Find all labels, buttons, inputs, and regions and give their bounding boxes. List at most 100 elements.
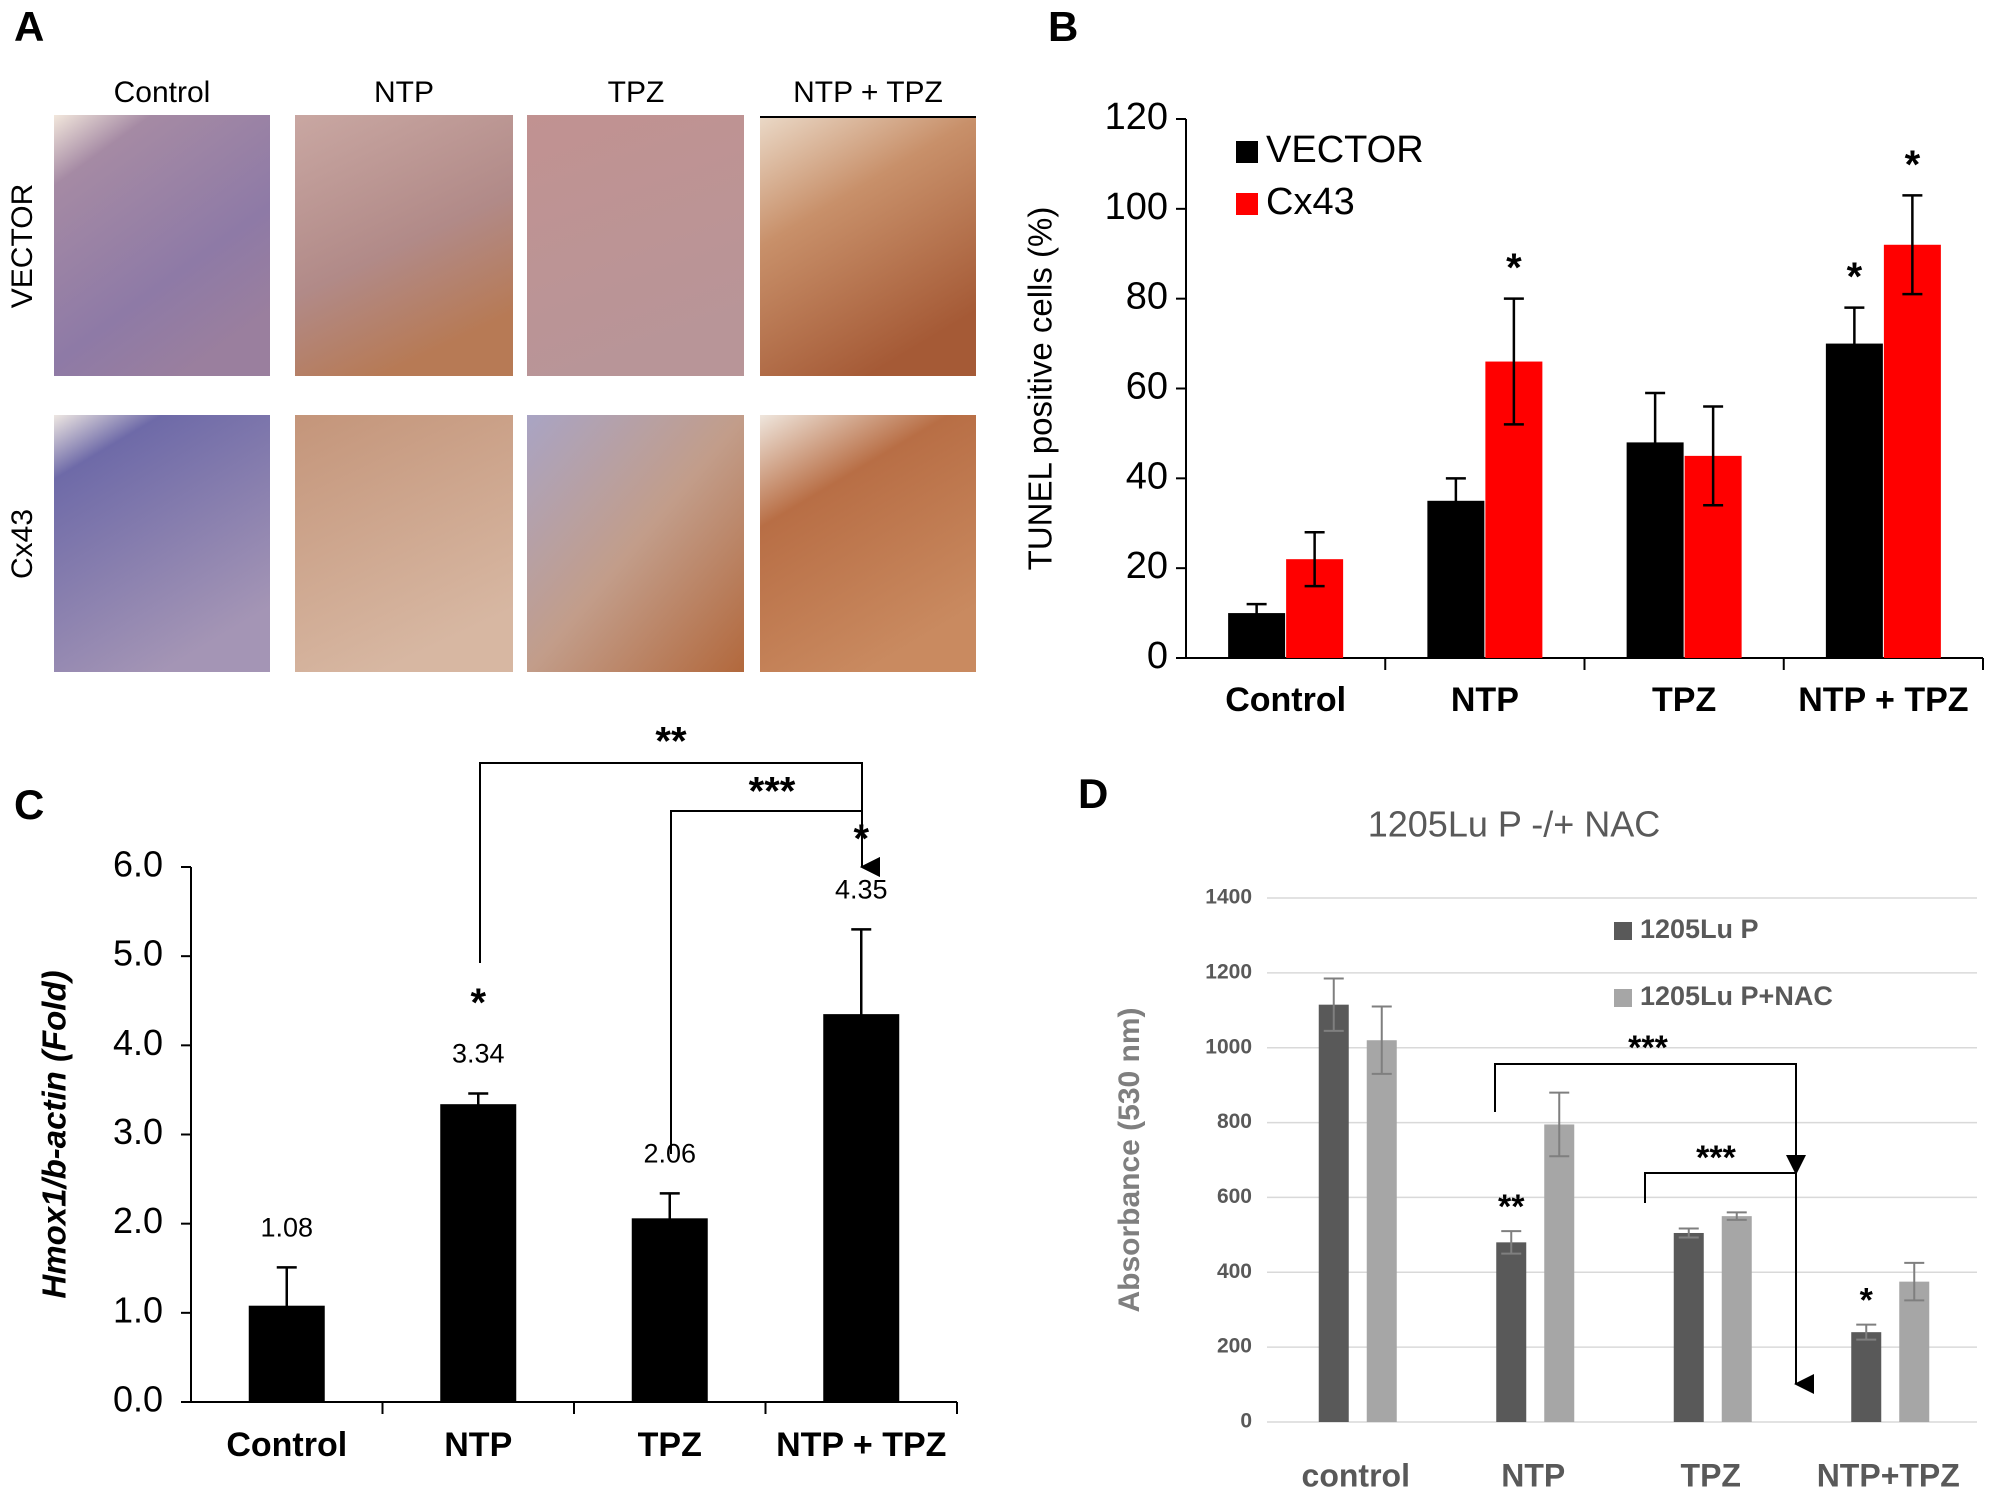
y-tick-label: 600 <box>1217 1185 1252 1208</box>
bar <box>1318 1004 1349 1422</box>
row-label: VECTOR <box>6 184 39 308</box>
row-label: Cx43 <box>6 509 39 579</box>
bracket-label: *** <box>749 770 796 814</box>
legend-swatch <box>1236 141 1258 163</box>
error-bar <box>851 928 872 1101</box>
histology-image <box>527 115 744 376</box>
chart-title: 1205Lu P -/+ NAC <box>1368 804 1661 845</box>
significance-marker: * <box>470 981 486 1025</box>
x-tick-label: TPZ <box>638 1426 702 1464</box>
y-tick-label: 0 <box>1240 1410 1252 1433</box>
x-tick-label: TPZ <box>1652 681 1716 719</box>
y-tick-label: 20 <box>1126 545 1168 587</box>
y-tick-label: 400 <box>1217 1260 1252 1283</box>
legend-label: VECTOR <box>1266 129 1424 171</box>
bracket <box>670 810 880 1154</box>
bar <box>440 1104 517 1402</box>
legend-swatch <box>1614 989 1632 1007</box>
error-bar <box>1501 1230 1522 1255</box>
error-bar <box>276 1266 297 1346</box>
column-header: NTP + TPZ <box>793 76 943 109</box>
column-header: TPZ <box>608 76 665 109</box>
significance-marker: * <box>1860 1282 1874 1320</box>
y-tick-label: 3.0 <box>113 1111 163 1152</box>
error-bar <box>1703 405 1724 507</box>
y-tick-label: 800 <box>1217 1110 1252 1133</box>
significance-marker: * <box>1905 143 1921 187</box>
x-tick-label: Control <box>1225 681 1346 719</box>
error-bar <box>1323 977 1344 1032</box>
y-axis-label: TUNEL positive cells (%) <box>1022 207 1059 571</box>
panel-a: A Control NTP TPZ NTP + TPZ VECTOR Cx43 <box>6 3 976 672</box>
legend-label: 1205Lu P+NAC <box>1640 981 1833 1011</box>
data-label: 4.35 <box>835 875 888 905</box>
y-tick-label: 1000 <box>1205 1035 1252 1058</box>
histology-image <box>527 415 744 672</box>
data-label: 1.08 <box>260 1212 313 1242</box>
y-tick-label: 80 <box>1126 276 1168 318</box>
error-bar <box>1246 602 1267 624</box>
bar <box>631 1218 708 1402</box>
error-bar <box>1902 194 1923 296</box>
significance-marker: ** <box>1498 1188 1525 1226</box>
error-bar <box>1503 297 1524 426</box>
y-axis-label: Absorbance (530 nm) <box>1113 1007 1146 1312</box>
y-tick-label: 40 <box>1126 455 1168 497</box>
histology-image <box>760 415 976 672</box>
panel-label: A <box>14 3 44 50</box>
error-bar <box>1844 306 1865 381</box>
y-axis-label: Hmox1/b-actin (Fold) <box>36 970 73 1298</box>
y-tick-label: 1400 <box>1205 886 1252 909</box>
x-tick-label: control <box>1302 1457 1410 1493</box>
chart: D 1205Lu P -/+ NAC Absorbance (530 nm) 0 200… <box>1078 770 1977 1493</box>
bar <box>1851 1332 1882 1422</box>
error-bar <box>1549 1091 1570 1158</box>
bracket-label: ** <box>655 720 687 764</box>
y-tick-label: 200 <box>1217 1335 1252 1358</box>
legend-label: 1205Lu P <box>1640 914 1759 944</box>
data-label: 3.34 <box>452 1039 505 1069</box>
legend-label: Cx43 <box>1266 181 1355 223</box>
y-tick-label: 4.0 <box>113 1022 163 1063</box>
histology-image <box>295 415 513 672</box>
panel-label: B <box>1048 3 1078 50</box>
bar <box>1427 500 1485 658</box>
y-tick-label: 0 <box>1147 635 1168 677</box>
error-bar <box>1371 1005 1392 1075</box>
panel-label: D <box>1078 770 1108 817</box>
bar <box>1673 1232 1704 1422</box>
x-tick-label: NTP + TPZ <box>1798 681 1968 719</box>
error-bar <box>1304 530 1325 588</box>
x-tick-label: Control <box>226 1426 347 1464</box>
error-bar <box>1726 1211 1747 1221</box>
bar <box>1366 1040 1397 1422</box>
y-tick-label: 0.0 <box>113 1379 163 1420</box>
y-tick-label: 5.0 <box>113 933 163 974</box>
x-tick-label: NTP <box>1451 681 1519 719</box>
x-tick-label: TPZ <box>1681 1457 1741 1493</box>
error-bar <box>1856 1323 1877 1341</box>
chart: C Hmox1/b-actin (Fold) 0.0 1.0 2.0 3.0 4.0 5.0 6… <box>14 720 958 1464</box>
histology-image <box>295 115 513 376</box>
error-bar <box>1645 391 1666 494</box>
data-label: 2.06 <box>643 1138 696 1168</box>
error-bar <box>659 1192 680 1245</box>
bracket <box>1644 1155 1806 1203</box>
bar <box>1496 1242 1527 1422</box>
y-tick-label: 100 <box>1105 186 1168 228</box>
error-bar <box>1678 1227 1699 1239</box>
x-tick-label: NTP <box>444 1426 512 1464</box>
error-bar <box>1904 1261 1925 1302</box>
histology-image <box>54 115 270 376</box>
legend-swatch <box>1236 193 1258 215</box>
x-tick-label: NTP + TPZ <box>776 1426 946 1464</box>
error-bar <box>468 1092 489 1117</box>
histology-image <box>54 415 270 672</box>
y-tick-label: 1.0 <box>113 1289 163 1330</box>
x-tick-label: NTP+TPZ <box>1817 1457 1960 1493</box>
column-header: NTP <box>374 76 434 109</box>
bar <box>1825 343 1883 658</box>
histology-image <box>760 118 976 376</box>
bracket-label: *** <box>1696 1139 1736 1177</box>
